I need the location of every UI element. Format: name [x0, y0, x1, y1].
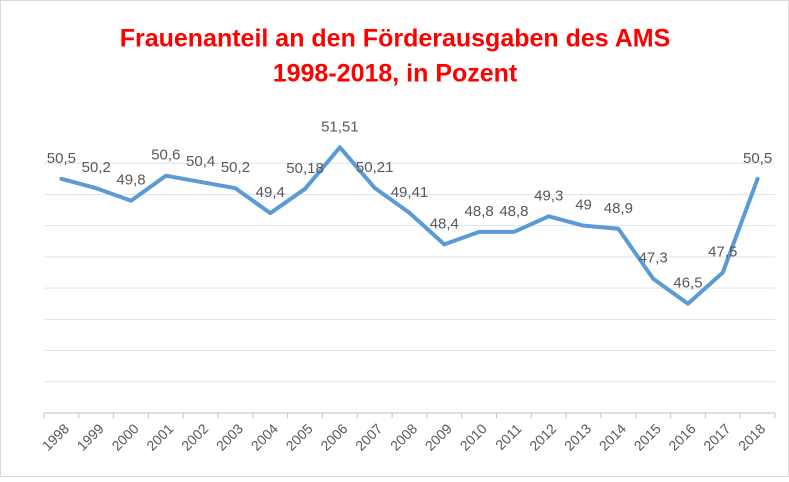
data-label: 48,8: [465, 203, 494, 220]
data-label: 50,21: [356, 159, 394, 176]
line-series: [59, 145, 760, 306]
data-label: 50,5: [743, 150, 772, 167]
data-label: 49,8: [116, 172, 145, 189]
chart-title: Frauenanteil an den Förderausgaben des A…: [120, 25, 671, 53]
data-label: 49: [575, 197, 592, 214]
chart-title: 1998-2018, in Pozent: [273, 60, 518, 88]
data-label: 47,3: [639, 250, 668, 267]
data-label: 47,5: [708, 243, 737, 260]
data-label: 50,2: [82, 159, 111, 176]
data-label: 46,5: [673, 275, 702, 292]
data-label: 48,4: [430, 215, 459, 232]
data-label: 50,2: [221, 159, 250, 176]
data-label: 49,4: [256, 184, 285, 201]
data-label: 50,5: [47, 150, 76, 167]
data-label: 51,51: [321, 118, 359, 135]
data-label: 48,8: [499, 203, 528, 220]
data-label: 48,9: [604, 200, 633, 217]
data-label: 50,6: [151, 147, 180, 164]
data-label: 49,3: [534, 187, 563, 204]
data-label: 50,18: [286, 160, 324, 177]
data-label: 50,4: [186, 153, 215, 170]
data-label: 49,41: [391, 184, 429, 201]
